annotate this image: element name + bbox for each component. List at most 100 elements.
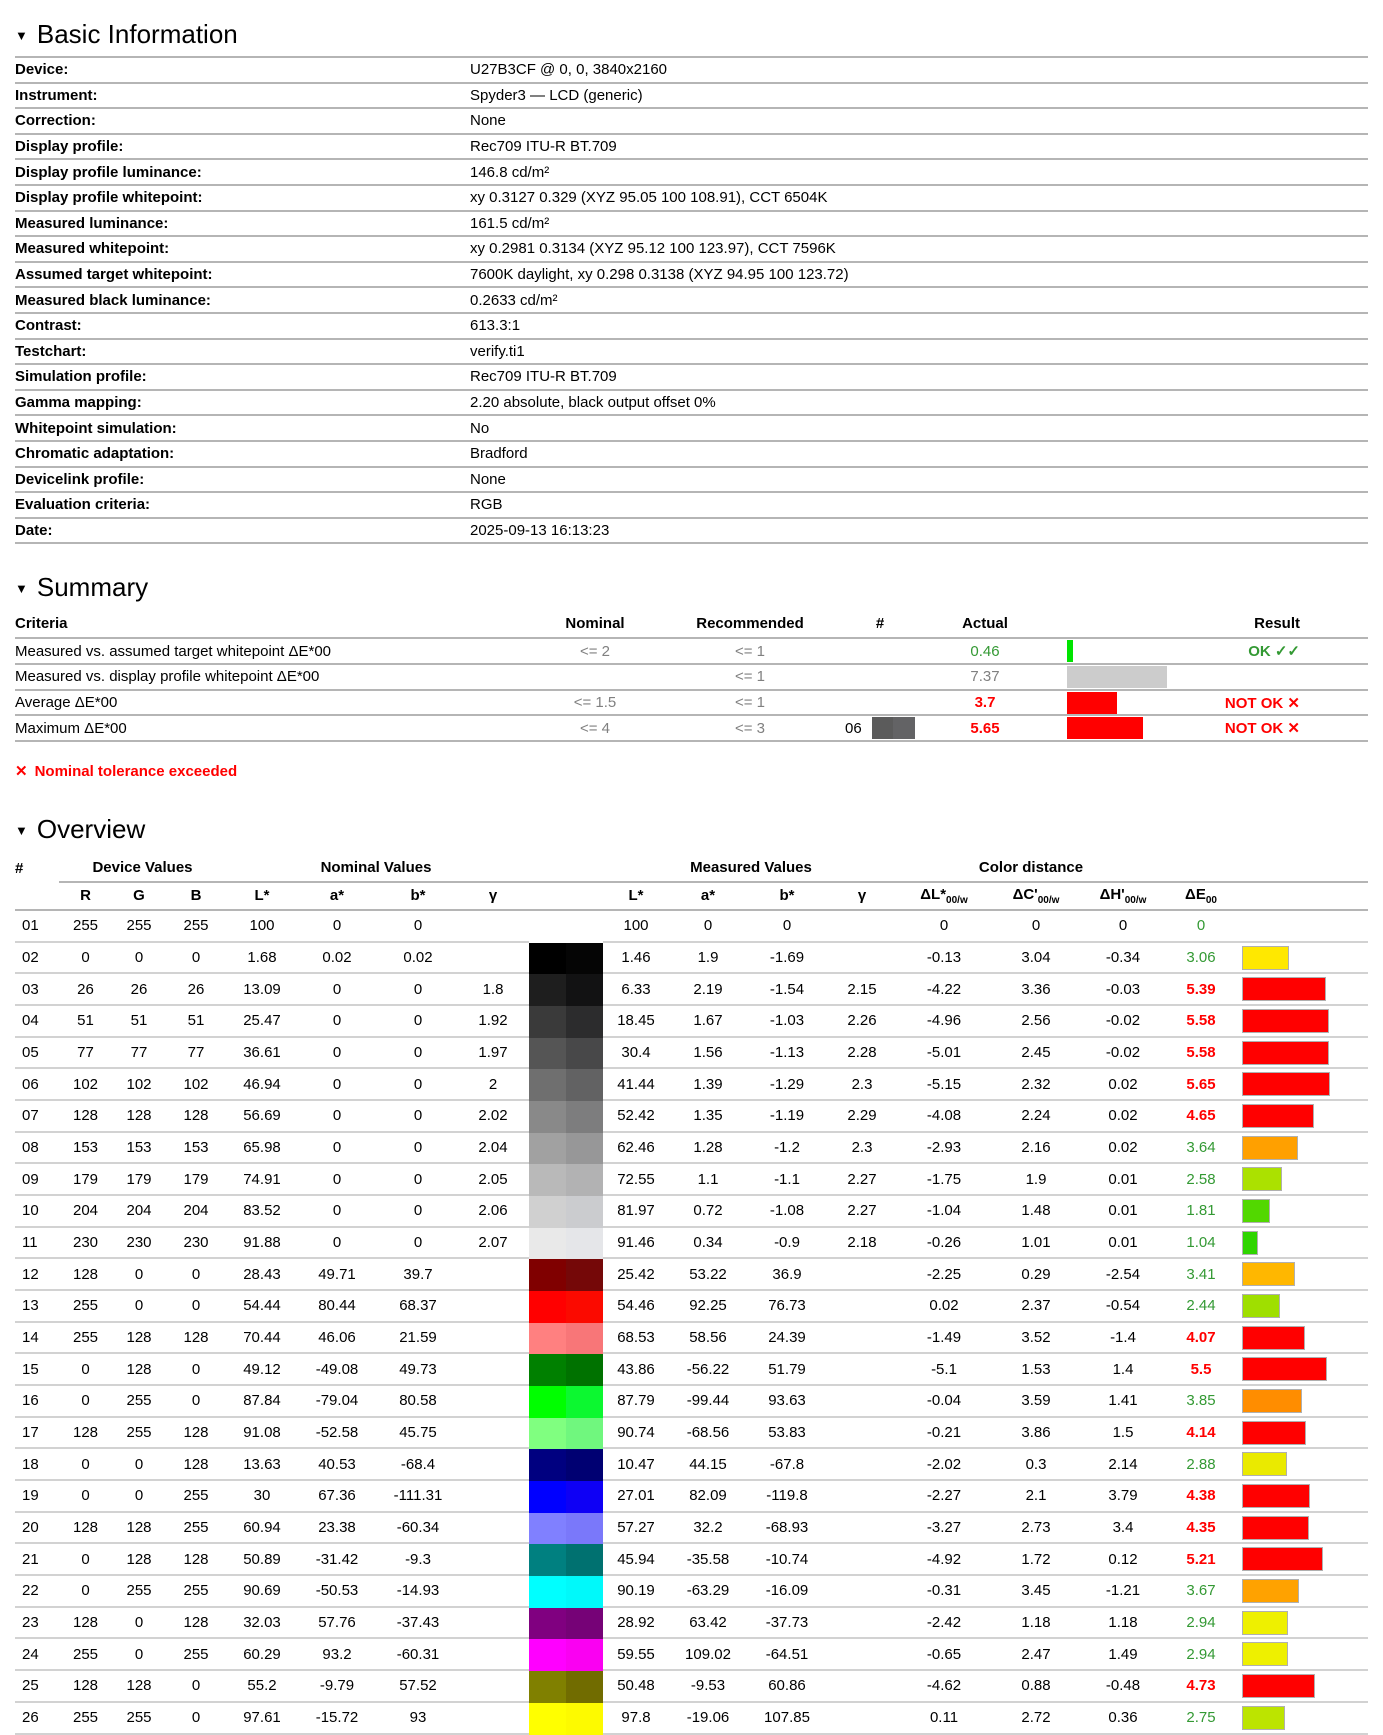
device-r-value: 179 — [72, 1170, 99, 1188]
device-r-value: 26 — [77, 980, 94, 998]
color-swatch-nominal — [529, 1702, 566, 1735]
nominal-astar-value: 46.06 — [318, 1329, 356, 1347]
patch-swatch — [526, 1481, 604, 1513]
nominal-gamma-value: 2.04 — [478, 1139, 508, 1157]
delta-h-value: 0.02 — [1108, 1075, 1138, 1093]
patch-row: 21 0 128 128 50.89 -31.42 -9.3 45.94 -35.58 -10.7… — [15, 1544, 1368, 1577]
nominal-astar-value: 0 — [332, 980, 342, 998]
device-r-value: 0 — [81, 949, 90, 967]
measured-astar-value: 0 — [703, 917, 713, 935]
device-r-value: 0 — [81, 1360, 90, 1378]
color-swatch-measured — [566, 1354, 603, 1387]
measured-lstar-value: 43.86 — [617, 1360, 655, 1378]
patch-number: 20 — [22, 1519, 39, 1537]
nominal-lstar-value: 60.94 — [243, 1519, 281, 1537]
basic-info-row: Display profile whitepoint: xy 0.3127 0.3… — [15, 186, 1368, 212]
nominal-lstar-value: 30 — [253, 1487, 271, 1505]
device-r-value: 255 — [72, 1709, 99, 1727]
delta-e-bar-cell — [1238, 1228, 1368, 1258]
summary-row: Measured vs. display profile whitepoint … — [15, 665, 1368, 691]
delta-e-value: 4.73 — [1186, 1677, 1216, 1695]
col-header-measured-gamma: γ — [857, 887, 867, 905]
section-title-text: Overview — [36, 813, 146, 844]
nominal-bstar-value: 0 — [413, 1107, 423, 1125]
section-header-overview[interactable]: ▼ Overview — [15, 807, 1368, 851]
basic-info-value: U27B3CF @ 0, 0, 3840x2160 — [470, 61, 668, 79]
basic-info-label: Simulation profile: — [15, 368, 147, 386]
color-swatch-nominal — [529, 1069, 566, 1102]
nominal-lstar-value: 91.08 — [243, 1424, 281, 1442]
nominal-lstar-value: 60.29 — [243, 1645, 281, 1663]
delta-c-value: 3.45 — [1021, 1582, 1051, 1600]
patch-number: 02 — [22, 949, 39, 967]
basic-info-value: None — [470, 112, 506, 130]
col-header-measured-lstar: L* — [628, 887, 644, 905]
measured-lstar-value: 68.53 — [617, 1329, 655, 1347]
delta-c-value: 2.72 — [1021, 1709, 1051, 1727]
delta-e-value: 2.75 — [1186, 1709, 1216, 1727]
color-swatch-nominal — [529, 1132, 566, 1165]
color-swatch-nominal — [529, 911, 566, 943]
measured-astar-value: -56.22 — [686, 1360, 730, 1378]
collapse-triangle-icon: ▼ — [15, 822, 28, 838]
delta-h-value: -1.4 — [1110, 1329, 1136, 1347]
nominal-lstar-value: 50.89 — [243, 1550, 281, 1568]
nominal-bstar-value: 0 — [413, 1044, 423, 1062]
color-swatch-nominal — [529, 1037, 566, 1070]
basic-info-value: 2025-09-13 16:13:23 — [470, 521, 610, 539]
nominal-bstar-value: 93 — [409, 1709, 427, 1727]
patch-number: 08 — [22, 1139, 39, 1157]
delta-h-value: -0.54 — [1105, 1297, 1141, 1315]
device-g-value: 0 — [134, 1487, 144, 1505]
basic-info-value: xy 0.3127 0.329 (XYZ 95.05 100 108.91), … — [470, 189, 828, 207]
device-g-value: 255 — [126, 1709, 152, 1727]
nominal-astar-value: 0 — [332, 1170, 342, 1188]
overview-group-number: # — [15, 860, 24, 878]
measured-bstar-value: 93.63 — [768, 1392, 806, 1410]
color-swatch-measured — [566, 1101, 603, 1133]
delta-c-value: 2.1 — [1025, 1487, 1047, 1505]
delta-e-bar — [1242, 1357, 1328, 1382]
nominal-bstar-value: 45.75 — [399, 1424, 437, 1442]
cross-icon: ✕ — [15, 763, 28, 781]
basic-info-label: Gamma mapping: — [15, 394, 142, 412]
patch-number: 09 — [22, 1170, 39, 1188]
delta-e-bar — [1242, 945, 1290, 970]
nominal-astar-value: 0 — [332, 1107, 342, 1125]
summary-recommended-value: <= 1 — [734, 668, 766, 686]
patch-row: 08 153 153 153 65.98 0 0 2.04 62.46 1.28 -1.2 2.3 -2… — [15, 1132, 1368, 1165]
device-r-value: 255 — [72, 1645, 99, 1663]
patch-row: 26 255 255 0 97.61 -15.72 93 97.8 -19.06 107.85 0.… — [15, 1702, 1368, 1735]
measured-gamma-value: 2.3 — [851, 1139, 873, 1157]
section-header-summary[interactable]: ▼ Summary — [15, 565, 1368, 609]
nominal-bstar-value: -111.31 — [393, 1487, 443, 1505]
color-swatch-nominal — [529, 942, 566, 975]
tolerance-exceeded-text: Nominal tolerance exceeded — [34, 762, 238, 780]
measured-lstar-value: 57.27 — [617, 1519, 655, 1537]
basic-info-value: verify.ti1 — [470, 342, 525, 360]
section-header-basic-information[interactable]: ▼ Basic Information — [15, 12, 1368, 56]
nominal-astar-value: 57.76 — [318, 1614, 356, 1632]
patch-swatch — [526, 1702, 604, 1735]
nominal-astar-value: 23.38 — [318, 1519, 356, 1537]
delta-l-value: -4.08 — [926, 1107, 962, 1125]
patch-row: 03 26 26 26 13.09 0 0 1.8 6.33 2.19 -1.54 2.15 -4.22… — [15, 974, 1368, 1007]
col-header-b: B — [190, 887, 202, 905]
col-header-nominal-astar: a* — [329, 887, 345, 905]
measured-lstar-value: 62.46 — [617, 1139, 655, 1157]
basic-info-row: Instrument: Spyder3 — LCD (generic) — [15, 84, 1368, 110]
basic-info-row: Devicelink profile: None — [15, 468, 1368, 494]
measured-lstar-value: 100 — [623, 917, 649, 935]
nominal-astar-value: 40.53 — [318, 1455, 356, 1473]
measured-lstar-value: 72.55 — [617, 1170, 655, 1188]
measured-astar-value: -68.56 — [686, 1424, 730, 1442]
measured-astar-value: -9.53 — [690, 1677, 726, 1695]
delta-e-bar-cell — [1238, 1196, 1368, 1226]
measured-astar-value: 44.15 — [689, 1455, 727, 1473]
section-title-text: Summary — [36, 571, 149, 602]
device-g-value: 51 — [130, 1012, 148, 1030]
delta-e-bar — [1242, 1008, 1329, 1033]
measured-bstar-value: 107.85 — [764, 1709, 810, 1727]
device-g-value: 255 — [126, 917, 152, 935]
patch-number: 26 — [22, 1709, 39, 1727]
